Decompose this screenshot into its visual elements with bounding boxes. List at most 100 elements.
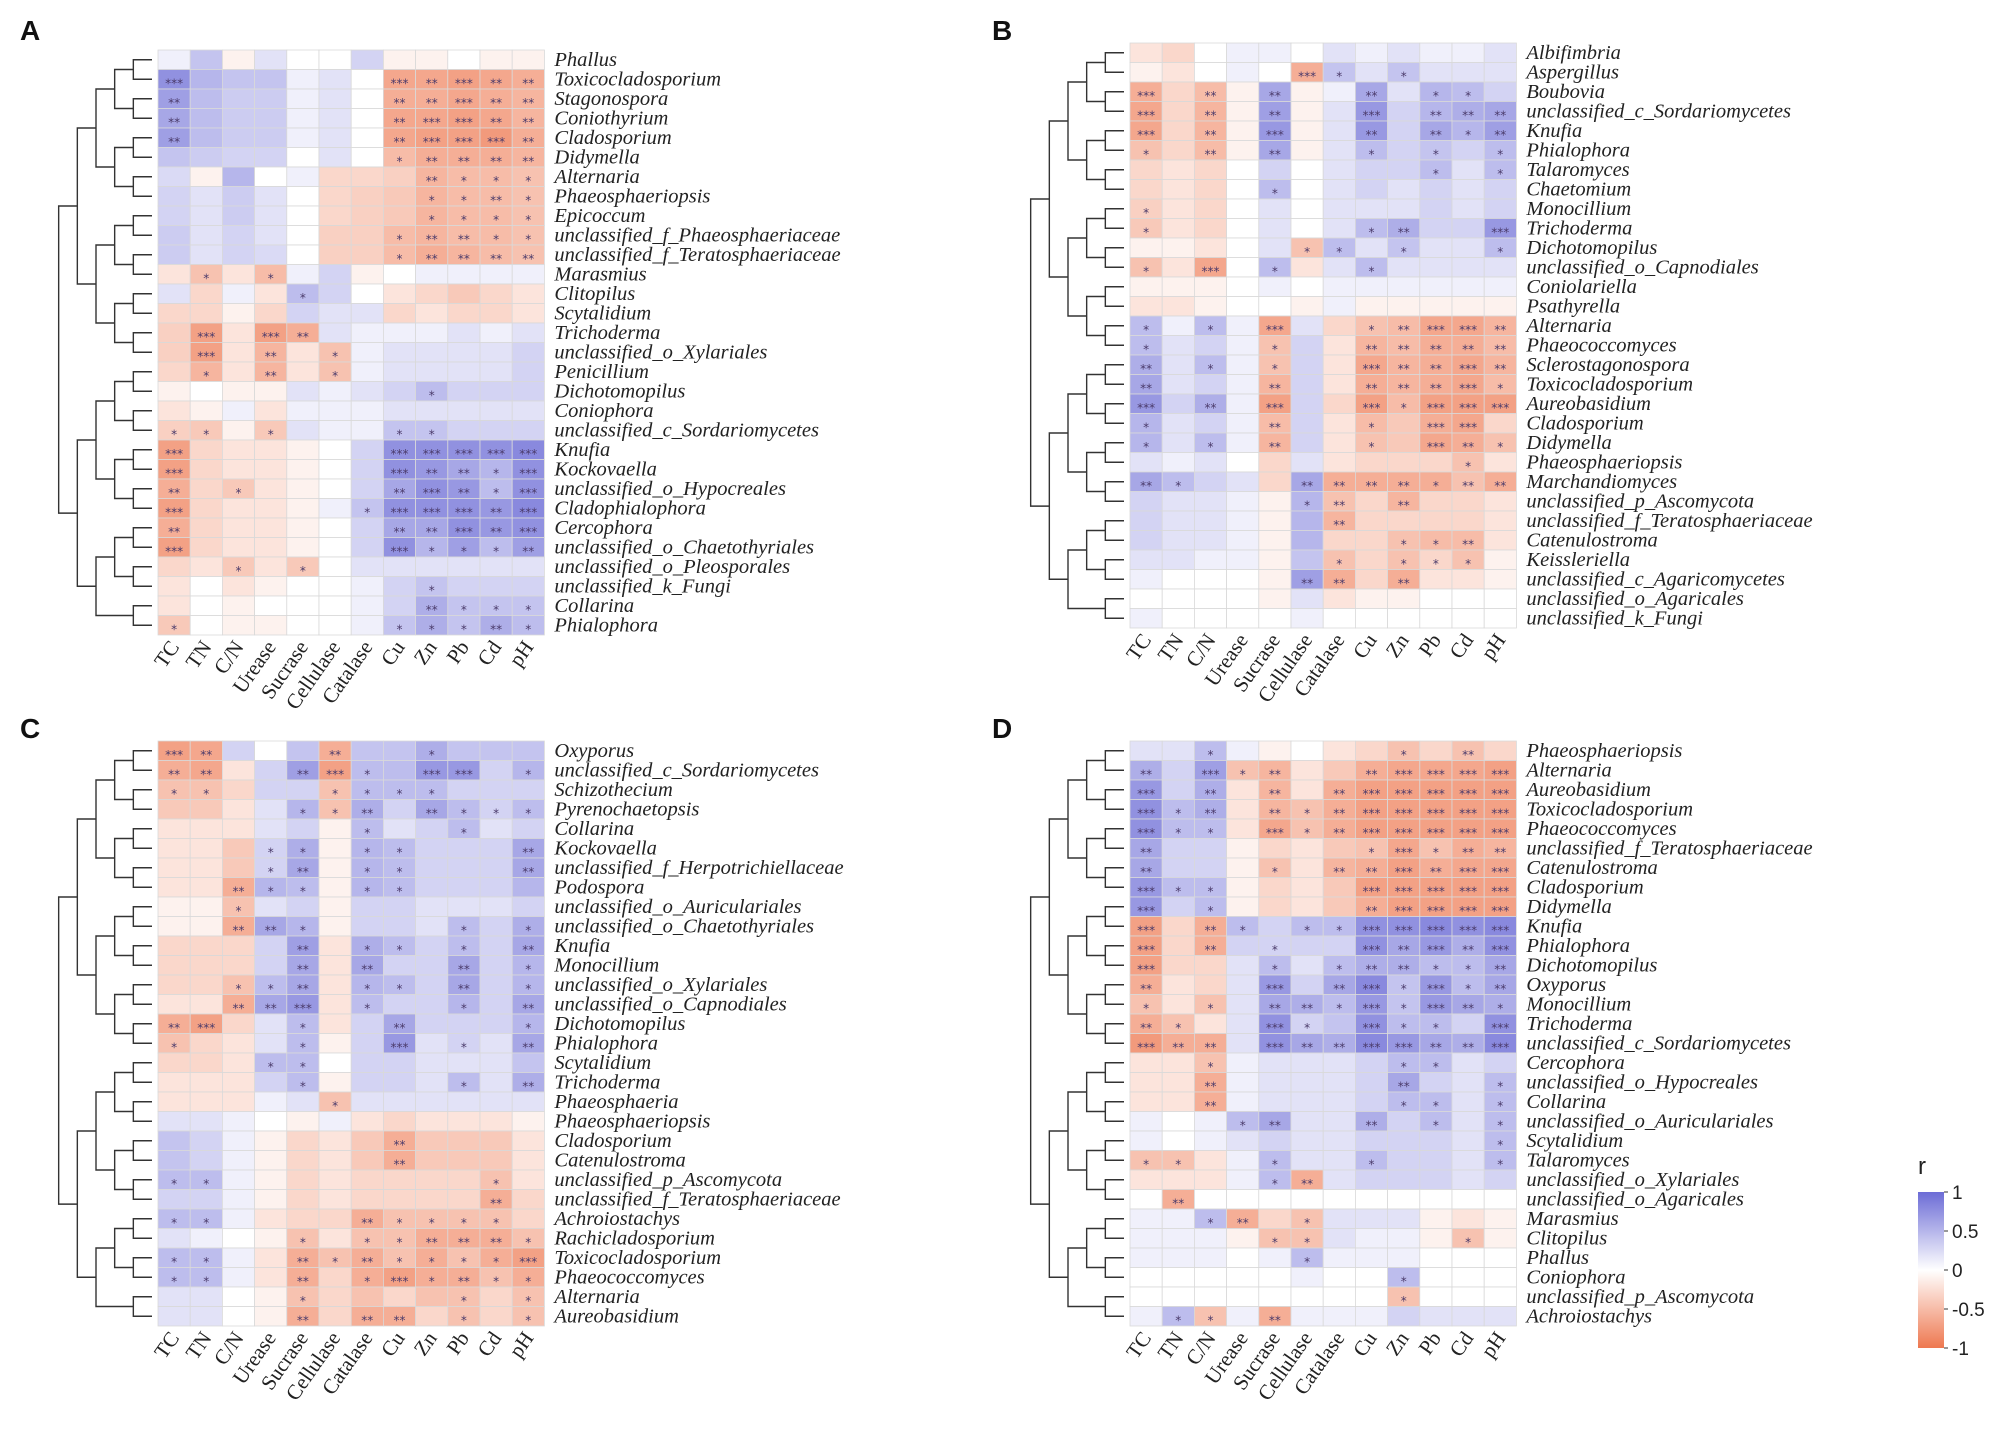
significance-mark: ** [1462,440,1474,454]
row-label: Rachicladosporium [553,1227,715,1249]
significance-mark: ** [522,845,534,859]
dendrogram-branch [113,1071,134,1113]
significance-mark: ** [1430,342,1442,356]
heatmap-cell [511,283,545,304]
heatmap-cell [1194,588,1228,609]
significance-mark: * [525,1021,531,1035]
heatmap-cell [254,740,288,761]
heatmap-cell [511,1091,545,1112]
significance-mark: * [493,486,499,500]
heatmap-cell [350,147,384,168]
significance-mark: *** [455,135,473,149]
heatmap-cell [350,1286,384,1307]
heatmap-cell [157,225,191,246]
significance-mark: * [1369,225,1375,239]
heatmap-cell [286,576,320,597]
significance-mark: * [1143,323,1149,337]
heatmap-cell [1226,140,1260,161]
heatmap-cell [1387,1111,1421,1132]
heatmap-cell [189,818,223,839]
significance-mark: *** [1395,884,1413,898]
significance-mark: * [268,865,274,879]
dendrogram-branch [1104,750,1124,771]
heatmap-cell [221,49,255,70]
significance-mark: *** [519,525,537,539]
significance-mark: * [1497,167,1503,181]
significance-mark: * [1497,1138,1503,1152]
heatmap-cell [157,322,191,343]
significance-mark: ** [1205,401,1217,415]
heatmap-cell [511,556,545,577]
row-label: Phialophora [553,614,658,636]
heatmap-cell [1161,530,1195,551]
heatmap-cell [318,615,352,636]
dendrogram-branch [1085,1071,1106,1113]
heatmap-cell [189,166,223,187]
significance-mark: ** [1269,108,1281,122]
heatmap-cell [254,556,288,577]
heatmap-cell [1387,81,1421,102]
significance-mark: *** [1363,1021,1381,1035]
significance-mark: *** [423,447,441,461]
heatmap-cell [318,478,352,499]
significance-mark: ** [1140,479,1152,493]
row-label: Coniolariella [1526,276,1636,298]
significance-mark: *** [1266,323,1284,337]
heatmap-cell [1322,1111,1356,1132]
heatmap-cell [1194,198,1228,219]
heatmap-cell [1419,1228,1453,1249]
dendrogram-branch [1048,1130,1068,1278]
heatmap-cell [157,1052,191,1073]
heatmap-cell [221,127,255,148]
heatmap-cell [189,1033,223,1054]
significance-mark: ** [426,466,438,480]
heatmap-cell [1258,62,1292,83]
significance-mark: *** [1266,1040,1284,1054]
heatmap-cell [286,439,320,460]
row-label: Psathyrella [1525,295,1620,317]
heatmap-cell [1226,393,1260,414]
heatmap-cell [1226,1052,1260,1073]
column-label: Zn [1381,1327,1414,1360]
heatmap-cell [1419,588,1453,609]
significance-mark: * [1433,1060,1439,1074]
heatmap-cell [1258,877,1292,898]
heatmap-cell [318,896,352,917]
heatmap-cell [1194,1111,1228,1132]
heatmap-cell [157,49,191,70]
heatmap-cell [447,779,481,800]
significance-mark: *** [1459,420,1477,434]
significance-mark: * [461,1001,467,1015]
heatmap-cell [318,1052,352,1073]
heatmap-cell [1322,838,1356,859]
significance-mark: ** [297,767,309,781]
row-label: Cercophora [554,517,652,539]
significance-mark: *** [294,1001,312,1015]
row-label: Stagonospora [554,88,668,110]
row-label: unclassified_p_Ascomycota [1526,1286,1754,1308]
heatmap-cell [1129,42,1163,63]
heatmap-cell [1290,452,1324,473]
heatmap-cell [350,439,384,460]
heatmap-cell [221,69,255,90]
heatmap-cell [1483,81,1517,102]
significance-mark: * [1272,943,1278,957]
heatmap-cell [1483,1169,1517,1190]
heatmap-cell [1258,276,1292,297]
significance-mark: ** [1398,479,1410,493]
heatmap-cell [189,576,223,597]
row-label: Alternaria [552,166,639,188]
significance-mark: * [1304,1216,1310,1230]
significance-mark: *** [1137,943,1155,957]
heatmap-cell [1387,1130,1421,1151]
significance-mark: * [171,1040,177,1054]
heatmap-cell [254,186,288,207]
column-label: Zn [409,1327,442,1360]
heatmap-cell [1161,1247,1195,1268]
row-label: Scytalidium [1526,1130,1623,1152]
significance-mark: *** [1395,806,1413,820]
heatmap-cell [382,49,416,70]
significance-mark: ** [426,76,438,90]
heatmap-cell [1355,1052,1389,1073]
heatmap-cell [1451,608,1485,629]
